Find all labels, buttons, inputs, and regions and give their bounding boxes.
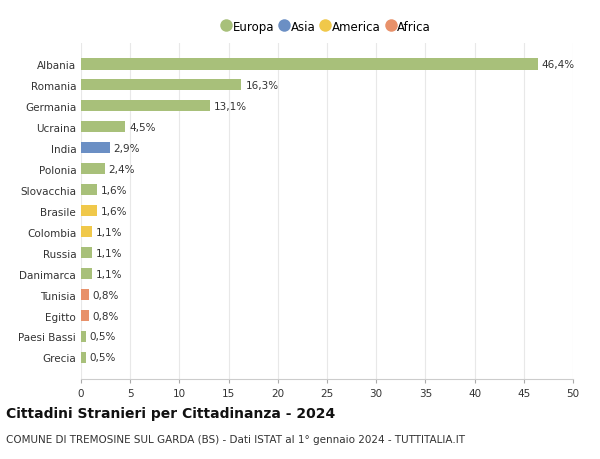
Bar xyxy=(81,163,104,175)
Bar xyxy=(81,289,89,301)
Text: 13,1%: 13,1% xyxy=(214,101,247,112)
Bar xyxy=(81,122,125,133)
Bar xyxy=(81,101,210,112)
Text: 1,1%: 1,1% xyxy=(96,269,122,279)
Bar xyxy=(81,331,86,342)
Bar xyxy=(81,352,86,364)
Legend: Europa, Asia, America, Africa: Europa, Asia, America, Africa xyxy=(218,16,436,39)
Bar xyxy=(81,205,97,217)
Bar xyxy=(81,310,89,322)
Text: 1,6%: 1,6% xyxy=(101,206,127,216)
Text: 16,3%: 16,3% xyxy=(245,80,278,90)
Text: 0,5%: 0,5% xyxy=(90,353,116,363)
Bar xyxy=(81,80,241,91)
Text: 0,8%: 0,8% xyxy=(93,311,119,321)
Bar xyxy=(81,143,110,154)
Text: 0,5%: 0,5% xyxy=(90,332,116,342)
Bar xyxy=(81,226,92,238)
Text: 0,8%: 0,8% xyxy=(93,290,119,300)
Text: 46,4%: 46,4% xyxy=(542,60,575,70)
Text: 2,9%: 2,9% xyxy=(113,143,140,153)
Text: Cittadini Stranieri per Cittadinanza - 2024: Cittadini Stranieri per Cittadinanza - 2… xyxy=(6,406,335,420)
Bar xyxy=(81,185,97,196)
Text: COMUNE DI TREMOSINE SUL GARDA (BS) - Dati ISTAT al 1° gennaio 2024 - TUTTITALIA.: COMUNE DI TREMOSINE SUL GARDA (BS) - Dat… xyxy=(6,434,465,444)
Text: 4,5%: 4,5% xyxy=(129,123,156,132)
Text: 1,1%: 1,1% xyxy=(96,227,122,237)
Bar xyxy=(81,247,92,259)
Bar xyxy=(81,59,538,70)
Text: 1,6%: 1,6% xyxy=(101,185,127,195)
Text: 1,1%: 1,1% xyxy=(96,248,122,258)
Bar xyxy=(81,268,92,280)
Text: 2,4%: 2,4% xyxy=(109,164,135,174)
